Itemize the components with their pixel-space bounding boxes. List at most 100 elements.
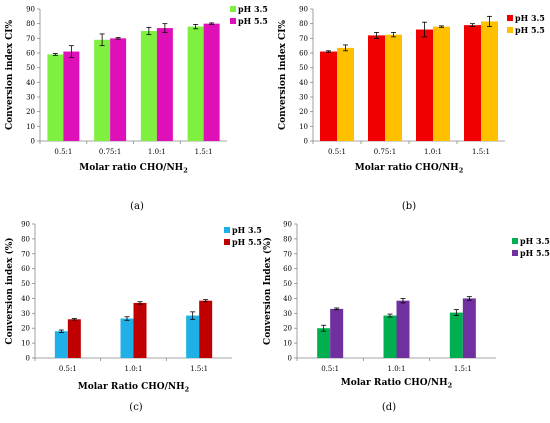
y-tick-label: 40 (26, 79, 35, 87)
y-tick-label: 20 (283, 325, 292, 333)
y-tick-label: 70 (283, 250, 292, 258)
x-tick-label: 1.0:1 (148, 148, 166, 156)
legend-label: pH 5.5 (515, 25, 545, 35)
y-tick-label: 80 (283, 235, 292, 243)
bar-ph-3.5-1.0:1 (416, 29, 433, 141)
bar-ph-5.5-1.0:1 (156, 28, 173, 141)
y-axis-title: Conversion Index (%) (262, 237, 273, 345)
legend-label: pH 3.5 (520, 236, 550, 246)
y-tick-label: 0 (31, 138, 35, 146)
legend-swatch (230, 6, 236, 12)
bar-ph-5.5-1.0:1 (433, 26, 450, 142)
y-tick-label: 90 (283, 221, 292, 229)
y-tick-label: 80 (299, 20, 308, 28)
bar-ph-3.5-1.0:1 (140, 31, 157, 141)
y-tick-label: 30 (299, 94, 308, 102)
y-tick-label: 60 (21, 265, 30, 273)
y-tick-label: 50 (283, 280, 292, 288)
panel-caption: (b) (402, 201, 416, 212)
y-tick-label: 20 (26, 108, 35, 116)
bar-ph-3.5-1.0:1 (383, 315, 397, 358)
x-axis-title: Molar ratio CHO/NH2 (355, 163, 463, 175)
legend-swatch (224, 227, 230, 233)
y-tick-label: 60 (299, 50, 308, 58)
bar-ph-3.5-0.5:1 (317, 328, 331, 358)
y-tick-label: 60 (26, 50, 35, 58)
y-tick-label: 30 (283, 310, 292, 318)
y-tick-label: 40 (283, 295, 292, 303)
panel-caption: (a) (130, 201, 144, 212)
legend-label: pH 5.5 (520, 248, 550, 258)
bar-ph-5.5-1.5:1 (462, 298, 476, 358)
y-tick-label: 0 (304, 138, 308, 146)
x-tick-label: 0.75:1 (374, 148, 396, 156)
x-tick-label: 0.5:1 (321, 365, 339, 373)
legend-label: pH 5.5 (232, 237, 262, 247)
panel-caption: (c) (129, 402, 143, 413)
x-tick-label: 1.5:1 (454, 365, 472, 373)
y-tick-label: 0 (288, 355, 292, 363)
bar-ph-5.5-1.0:1 (133, 302, 147, 358)
y-tick-label: 90 (26, 6, 35, 14)
y-tick-label: 10 (21, 340, 30, 348)
y-tick-label: 20 (21, 325, 30, 333)
legend-label: pH 3.5 (238, 4, 268, 14)
y-tick-label: 90 (299, 6, 308, 14)
chart-panel-4: 0 10 20 30 40 50 60 70 80 90 0.5:1 1.0:1 1.5:1 pH 3.5… (262, 221, 550, 414)
y-tick-label: 40 (21, 295, 30, 303)
y-tick-label: 90 (21, 221, 30, 229)
legend-label: pH 3.5 (232, 225, 262, 235)
x-tick-label: 0.5:1 (328, 148, 346, 156)
bar-ph-5.5-1.0:1 (396, 300, 410, 358)
y-tick-label: 0 (26, 355, 30, 363)
x-tick-label: 0.75:1 (99, 148, 121, 156)
y-tick-label: 60 (283, 265, 292, 273)
x-tick-label: 0.5:1 (59, 365, 77, 373)
chart-panel-3: 0 10 20 30 40 50 60 70 80 90 0.5:1 1.0:1 1.5:1 pH 3.5… (4, 221, 262, 414)
legend-swatch (224, 239, 230, 245)
y-axis-title: Conversion index CI% (278, 20, 288, 130)
bar-ph-3.5-0.5:1 (54, 331, 68, 358)
y-tick-label: 50 (299, 64, 308, 72)
bar-ph-3.5-0.75:1 (94, 39, 111, 141)
y-tick-label: 70 (21, 250, 30, 258)
bar-ph-5.5-0.5:1 (67, 319, 81, 358)
y-tick-label: 80 (21, 235, 30, 243)
x-tick-label: 1.5:1 (195, 148, 213, 156)
legend-swatch (230, 18, 236, 24)
bar-ph-5.5-0.5:1 (63, 51, 80, 141)
bar-ph-3.5-0.5:1 (47, 54, 64, 141)
x-tick-label: 1.5:1 (472, 148, 490, 156)
bar-ph-3.5-0.5:1 (320, 51, 337, 141)
bar-ph-5.5-0.5:1 (337, 47, 354, 141)
bar-ph-3.5-1.5:1 (464, 25, 481, 142)
x-tick-label: 1.5:1 (190, 365, 208, 373)
bar-ph-5.5-0.5:1 (330, 308, 344, 358)
bar-ph-5.5-0.75:1 (385, 34, 402, 141)
y-tick-label: 50 (21, 280, 30, 288)
legend-swatch (507, 15, 513, 21)
y-tick-label: 70 (299, 35, 308, 43)
panel-caption: (d) (382, 402, 396, 413)
bar-ph-3.5-1.5:1 (187, 26, 204, 142)
legend-swatch (512, 250, 518, 256)
y-tick-label: 30 (21, 310, 30, 318)
legend-label: pH 3.5 (515, 13, 545, 23)
y-tick-label: 50 (26, 64, 35, 72)
y-axis-title: Conversion index CI% (5, 20, 15, 130)
legend-swatch (512, 238, 518, 244)
y-tick-label: 80 (26, 20, 35, 28)
x-tick-label: 1.0:1 (424, 148, 442, 156)
y-tick-label: 20 (299, 108, 308, 116)
bar-ph-3.5-1.5:1 (186, 315, 200, 358)
x-tick-label: 0.5:1 (54, 148, 72, 156)
chart-panel-2: 0 10 20 30 40 50 60 70 80 90 0.5:1 0.75:1 1.0:1 1.5:1… (278, 6, 545, 213)
y-tick-label: 10 (26, 123, 35, 131)
bar-ph-3.5-1.5:1 (449, 312, 463, 358)
y-tick-label: 30 (26, 94, 35, 102)
x-tick-label: 1.0:1 (125, 365, 143, 373)
bar-ph-3.5-0.75:1 (368, 35, 385, 141)
bar-ph-5.5-1.5:1 (203, 23, 220, 142)
bar-ph-5.5-1.5:1 (199, 300, 213, 358)
